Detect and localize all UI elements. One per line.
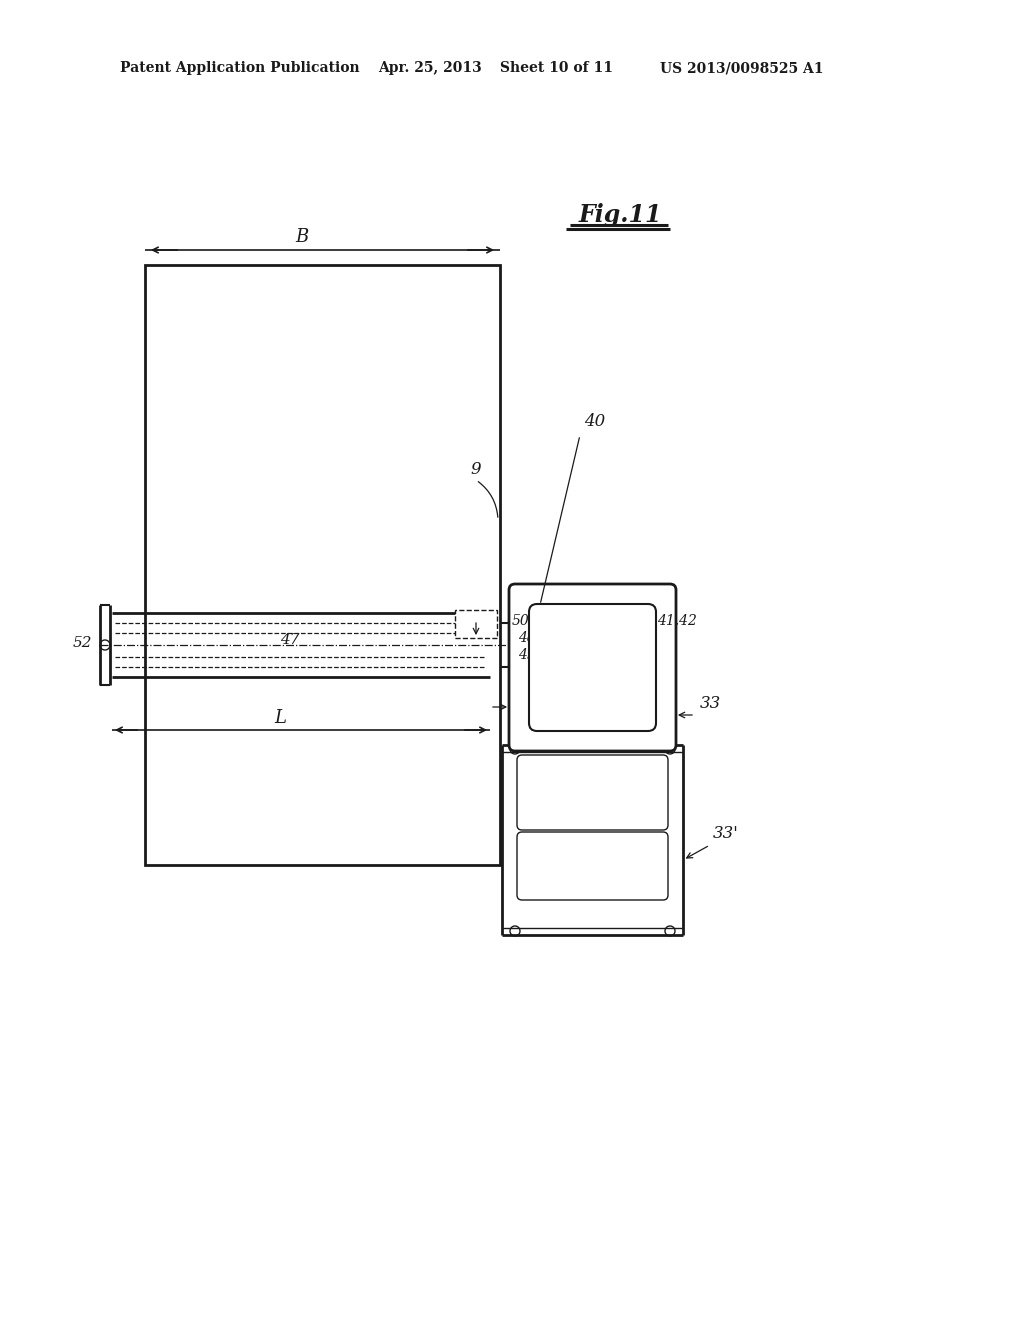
Text: 33': 33' xyxy=(713,825,739,842)
Text: 41,42: 41,42 xyxy=(657,612,697,627)
Text: B: B xyxy=(295,228,308,246)
Text: 9: 9 xyxy=(471,462,481,479)
Bar xyxy=(455,610,497,638)
Text: Patent Application Publication: Patent Application Publication xyxy=(120,61,359,75)
Text: Fig.11: Fig.11 xyxy=(579,203,662,227)
Text: US 2013/0098525 A1: US 2013/0098525 A1 xyxy=(660,61,823,75)
Bar xyxy=(145,265,500,865)
Text: 33: 33 xyxy=(699,694,721,711)
Text: 49: 49 xyxy=(518,648,536,663)
FancyBboxPatch shape xyxy=(517,755,668,830)
Text: 52: 52 xyxy=(73,636,92,649)
Text: 50,51: 50,51 xyxy=(512,612,552,627)
Text: Sheet 10 of 11: Sheet 10 of 11 xyxy=(500,61,613,75)
Text: L: L xyxy=(274,709,286,727)
FancyBboxPatch shape xyxy=(529,605,656,731)
Text: Apr. 25, 2013: Apr. 25, 2013 xyxy=(378,61,481,75)
FancyBboxPatch shape xyxy=(509,583,676,751)
Text: 48: 48 xyxy=(518,631,536,645)
FancyBboxPatch shape xyxy=(517,832,668,900)
Text: 40: 40 xyxy=(585,413,605,430)
Text: 47: 47 xyxy=(281,634,300,647)
